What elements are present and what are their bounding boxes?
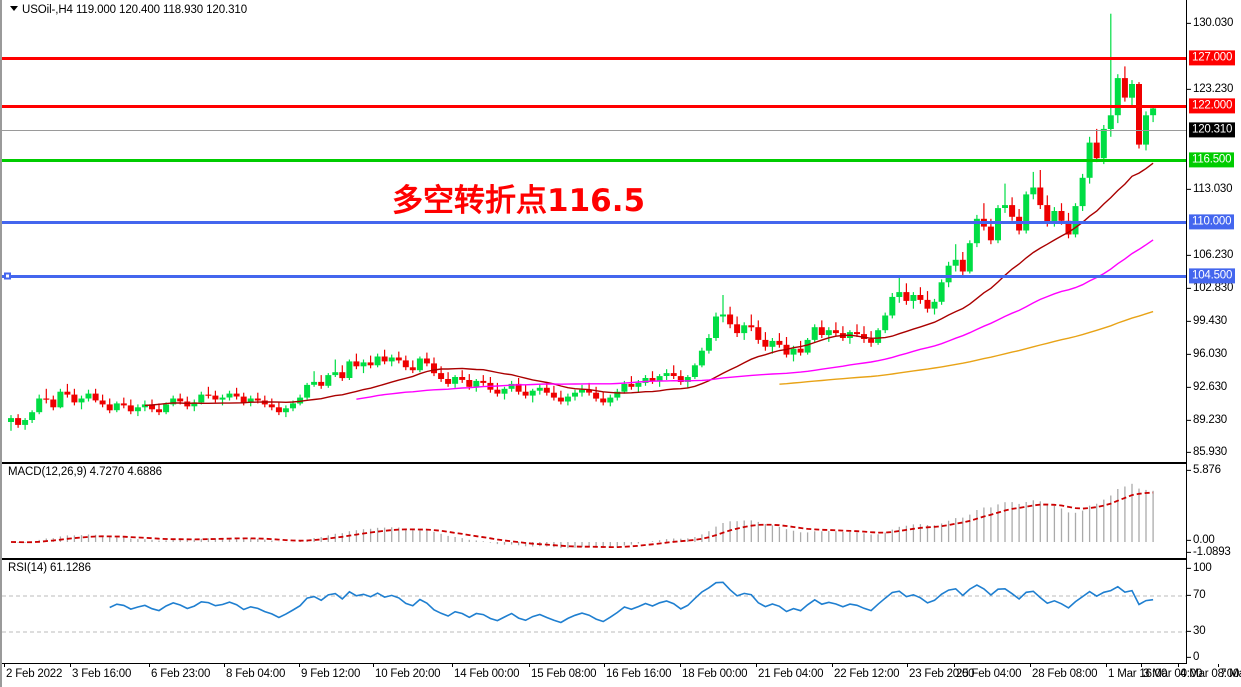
time-tick xyxy=(1030,664,1031,667)
rsi-series xyxy=(2,581,1186,633)
time-label: 16 Feb 16:00 xyxy=(606,668,672,680)
time-label: 3 Feb 16:00 xyxy=(72,668,132,680)
macd-plot-area[interactable] xyxy=(2,464,1186,558)
level-line-last-price-120[interactable] xyxy=(2,129,1186,131)
time-tick xyxy=(907,664,908,667)
time-tick xyxy=(1178,664,1179,667)
axis-tick: 85.930 xyxy=(1187,446,1227,459)
axis-tick: 89.230 xyxy=(1187,414,1227,427)
level-line-pivot-104[interactable] xyxy=(2,274,1186,278)
time-label: 4 Mar 08:00 xyxy=(1180,668,1240,680)
axis-tick: 102.830 xyxy=(1187,282,1233,295)
level-line-pivot-110[interactable] xyxy=(2,220,1186,224)
axis-tick: 100 xyxy=(1187,562,1212,575)
axis-tick: 106.230 xyxy=(1187,249,1233,262)
level-line-support-116[interactable] xyxy=(2,158,1186,162)
level-line-resistance-127[interactable] xyxy=(2,56,1186,60)
time-tick xyxy=(832,664,833,667)
time-label: 7 Mar 12:00 xyxy=(1220,668,1241,680)
axis-tick: 0 xyxy=(1187,651,1199,664)
time-tick xyxy=(1218,664,1219,667)
time-tick xyxy=(373,664,374,667)
time-tick xyxy=(1141,664,1142,667)
time-tick xyxy=(1106,664,1107,667)
price-plot-area[interactable] xyxy=(2,0,1186,463)
price-badge[interactable]: 122.000 xyxy=(1189,98,1236,114)
time-label: 18 Feb 00:00 xyxy=(682,668,748,680)
axis-tick: 130.030 xyxy=(1187,17,1233,30)
time-tick xyxy=(529,664,530,667)
price-scale-axis[interactable]: 130.030 123.230 113.030 106.230 102.830 99.43… xyxy=(1186,0,1241,463)
time-tick xyxy=(224,664,225,667)
price-badge[interactable]: 116.500 xyxy=(1189,152,1235,168)
time-tick xyxy=(149,664,150,667)
chevron-down-icon[interactable] xyxy=(10,6,18,12)
time-tick xyxy=(452,664,453,667)
time-tick xyxy=(954,664,955,667)
price-badge[interactable]: 120.310 xyxy=(1189,122,1236,138)
time-label: 6 Feb 23:00 xyxy=(151,668,211,680)
time-label: 10 Feb 20:00 xyxy=(375,668,441,680)
time-scale-axis[interactable]: 2 Feb 2022 3 Feb 16:00 6 Feb 23:00 8 Feb 04… xyxy=(2,664,1241,687)
macd-label: MACD(12,26,9) 4.7270 4.6886 xyxy=(8,466,162,478)
level-drag-handle[interactable] xyxy=(4,272,11,280)
time-label: 21 Feb 04:00 xyxy=(758,668,824,680)
time-label: 25 Feb 04:00 xyxy=(956,668,1022,680)
axis-tick: 0.00 xyxy=(1187,534,1215,547)
time-label: 8 Feb 04:00 xyxy=(226,668,286,680)
time-tick xyxy=(680,664,681,667)
rsi-scale-axis[interactable]: 100 70 30 0 xyxy=(1186,559,1241,664)
macd-pane[interactable]: MACD(12,26,9) 4.7270 4.6886 xyxy=(2,463,1241,559)
axis-tick: 123.230 xyxy=(1187,83,1233,96)
time-label: 9 Feb 12:00 xyxy=(301,668,361,680)
macd-series xyxy=(10,483,1154,549)
time-label: 2 Feb 2022 xyxy=(6,668,63,680)
price-badge[interactable]: 104.500 xyxy=(1189,268,1236,284)
time-tick xyxy=(604,664,605,667)
time-label: 14 Feb 00:00 xyxy=(454,668,520,680)
axis-tick: 99.430 xyxy=(1187,315,1227,328)
time-label: 1 Mar 16:00 xyxy=(1108,668,1168,680)
time-label: 22 Feb 12:00 xyxy=(834,668,900,680)
axis-tick: 113.030 xyxy=(1187,183,1233,196)
time-label: 15 Feb 08:00 xyxy=(531,668,597,680)
macd-scale-axis[interactable]: 5.876 0.00 -1.0893 xyxy=(1186,463,1241,559)
axis-tick: 70 xyxy=(1187,589,1206,602)
time-tick xyxy=(756,664,757,667)
symbol-ohlc-text: USOil-,H4 119.000 120.400 118.930 120.31… xyxy=(22,4,248,16)
axis-tick: -1.0893 xyxy=(1187,546,1231,559)
time-label: 23 Feb 20:00 xyxy=(909,668,975,680)
price-badge[interactable]: 110.000 xyxy=(1189,214,1235,230)
axis-tick: 96.030 xyxy=(1187,348,1227,361)
axis-tick: 92.630 xyxy=(1187,381,1227,394)
rsi-label: RSI(14) 61.1286 xyxy=(8,562,91,574)
time-label: 28 Feb 08:00 xyxy=(1032,668,1098,680)
chart-annotation-text[interactable]: 多空转折点116.5 xyxy=(392,183,646,219)
rsi-pane[interactable]: RSI(14) 61.1286 xyxy=(2,559,1241,664)
time-label: 3 Mar 00:00 xyxy=(1143,668,1203,680)
axis-tick: 5.876 xyxy=(1187,464,1221,477)
symbol-caption: USOil-,H4 119.000 120.400 118.930 120.31… xyxy=(10,4,247,16)
rsi-plot-area[interactable] xyxy=(2,560,1186,663)
time-tick xyxy=(70,664,71,667)
time-tick xyxy=(299,664,300,667)
level-line-resistance-122[interactable] xyxy=(2,104,1186,108)
axis-tick: 30 xyxy=(1187,625,1206,638)
candlestick-series xyxy=(8,13,1157,431)
time-tick xyxy=(4,664,5,667)
price-badge[interactable]: 127.000 xyxy=(1189,50,1236,66)
